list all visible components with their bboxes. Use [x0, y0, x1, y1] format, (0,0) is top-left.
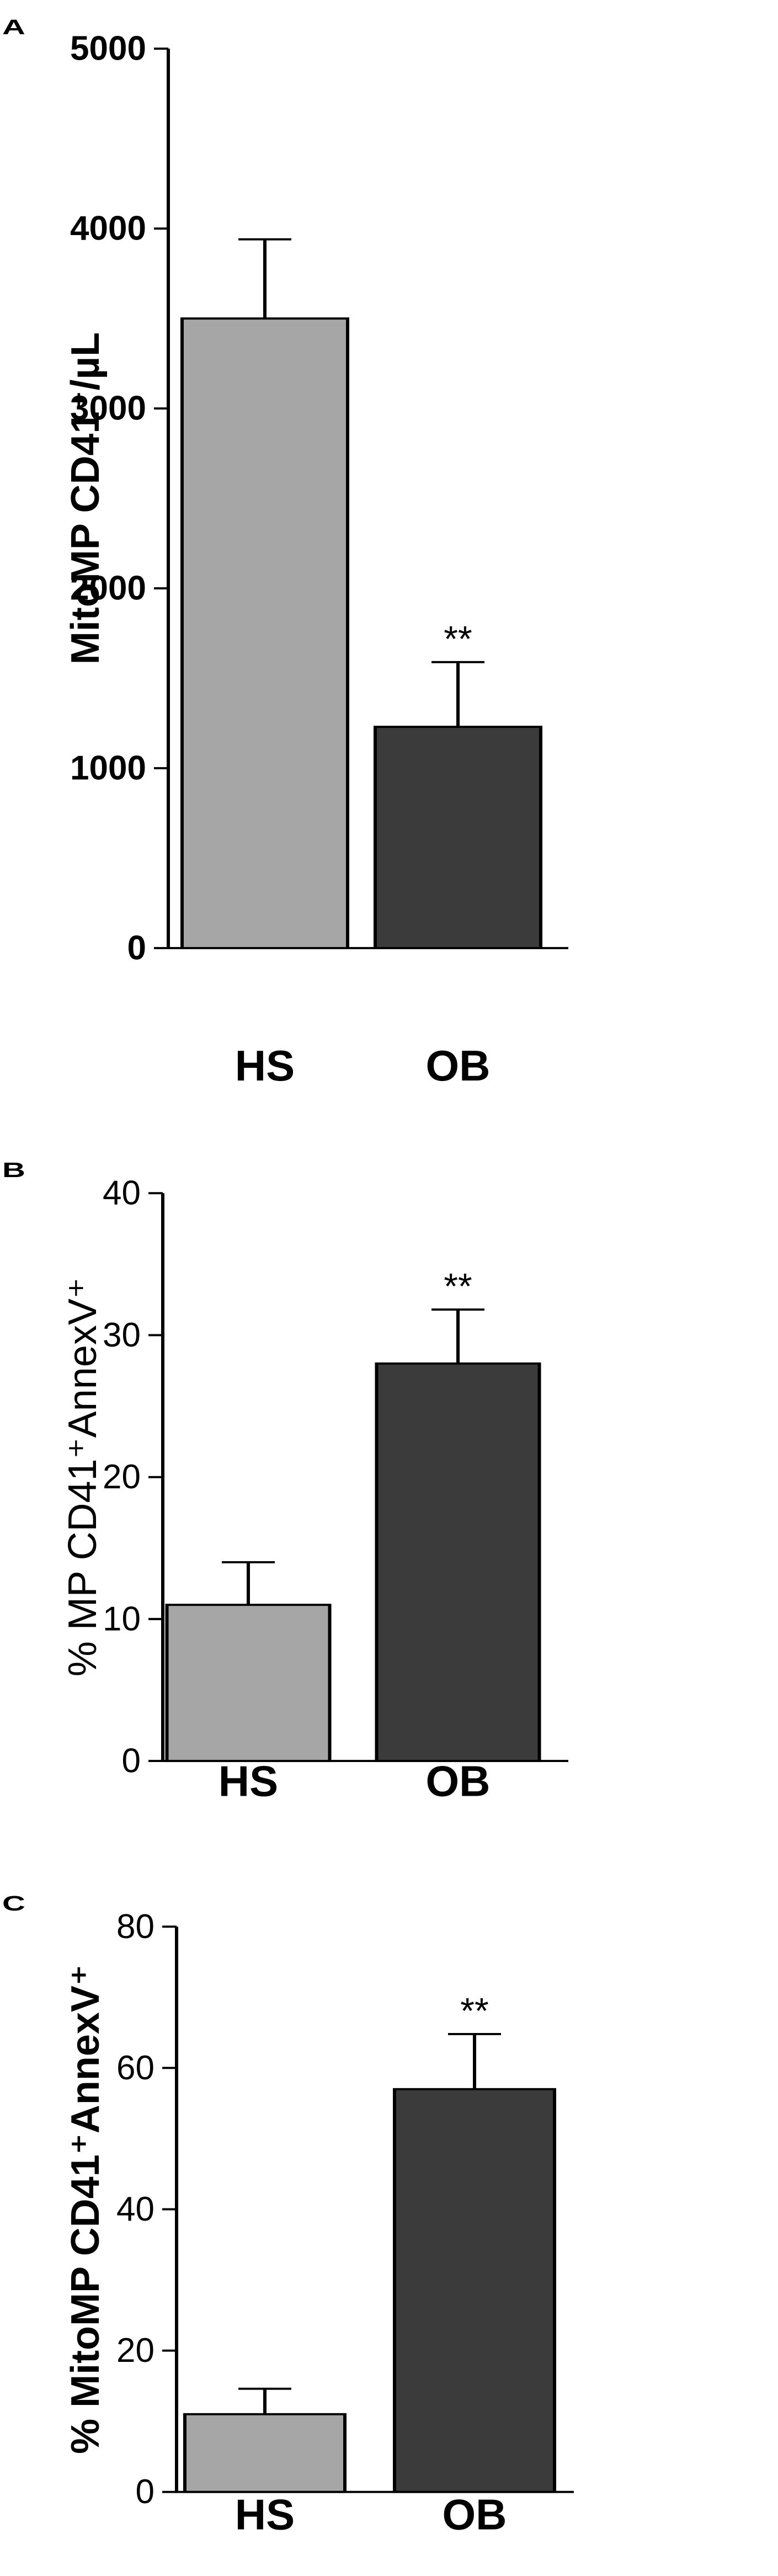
- chart-panel-a: A 0 1000 2000 3000 4000 5000 MitoMP CD41⁺/µL HS *…: [2, 16, 568, 1090]
- y-tick-label: 40: [103, 1174, 141, 1212]
- y-tick-label: 4000: [70, 210, 146, 248]
- y-tick-label: 20: [116, 2332, 154, 2370]
- y-tick-label: 0: [136, 2473, 154, 2511]
- panel-letter: B: [2, 1159, 25, 1182]
- panel-letter: A: [2, 16, 25, 39]
- significance-marker: **: [460, 1990, 488, 2031]
- bar-hs: [180, 317, 349, 950]
- y-tick-label: 0: [127, 929, 146, 967]
- y-axis-title: % MP CD41⁺AnnexV⁺: [61, 1278, 105, 1676]
- y-tick-label: 40: [116, 2190, 154, 2228]
- x-category-label: OB: [426, 1757, 491, 1806]
- y-tick-label: 3000: [70, 390, 146, 428]
- y-tick-label: 20: [103, 1458, 141, 1496]
- significance-marker: **: [444, 1266, 472, 1307]
- x-category-label: HS: [235, 1041, 295, 1090]
- y-axis-title: MitoMP CD41⁺/µL: [63, 332, 108, 664]
- bar-ob: [374, 726, 542, 950]
- significance-marker: **: [444, 618, 472, 659]
- y-tick-label: 0: [122, 1742, 141, 1780]
- x-category-label: HS: [235, 2490, 295, 2539]
- bar-ob: [393, 2088, 556, 2493]
- x-category-label: HS: [219, 1757, 278, 1806]
- chart-panel-c: C 0 20 40 60 80% MitoMP CD41⁺AnnexV⁺ HS ** OB: [2, 1892, 574, 2539]
- x-category-label: OB: [443, 2490, 507, 2539]
- chart-panel-b: B 0 10 20 30 40 % MP CD41⁺AnnexV⁺ HS ** OB: [2, 1159, 568, 1806]
- y-tick-label: 2000: [70, 570, 146, 608]
- bar-hs: [165, 1604, 332, 1763]
- y-tick-label: 80: [116, 1908, 154, 1946]
- y-tick-label: 60: [116, 2049, 154, 2087]
- bar-hs: [183, 2413, 347, 2493]
- x-category-label: OB: [426, 1041, 491, 1090]
- y-tick-label: 30: [103, 1316, 141, 1354]
- y-axis-title: % MitoMP CD41⁺AnnexV⁺: [63, 1965, 108, 2454]
- y-tick-label: 10: [103, 1600, 141, 1638]
- panel-letter: C: [2, 1892, 25, 1915]
- y-tick-label: 5000: [70, 30, 146, 68]
- y-tick-label: 1000: [70, 749, 146, 787]
- bar-ob: [375, 1362, 541, 1763]
